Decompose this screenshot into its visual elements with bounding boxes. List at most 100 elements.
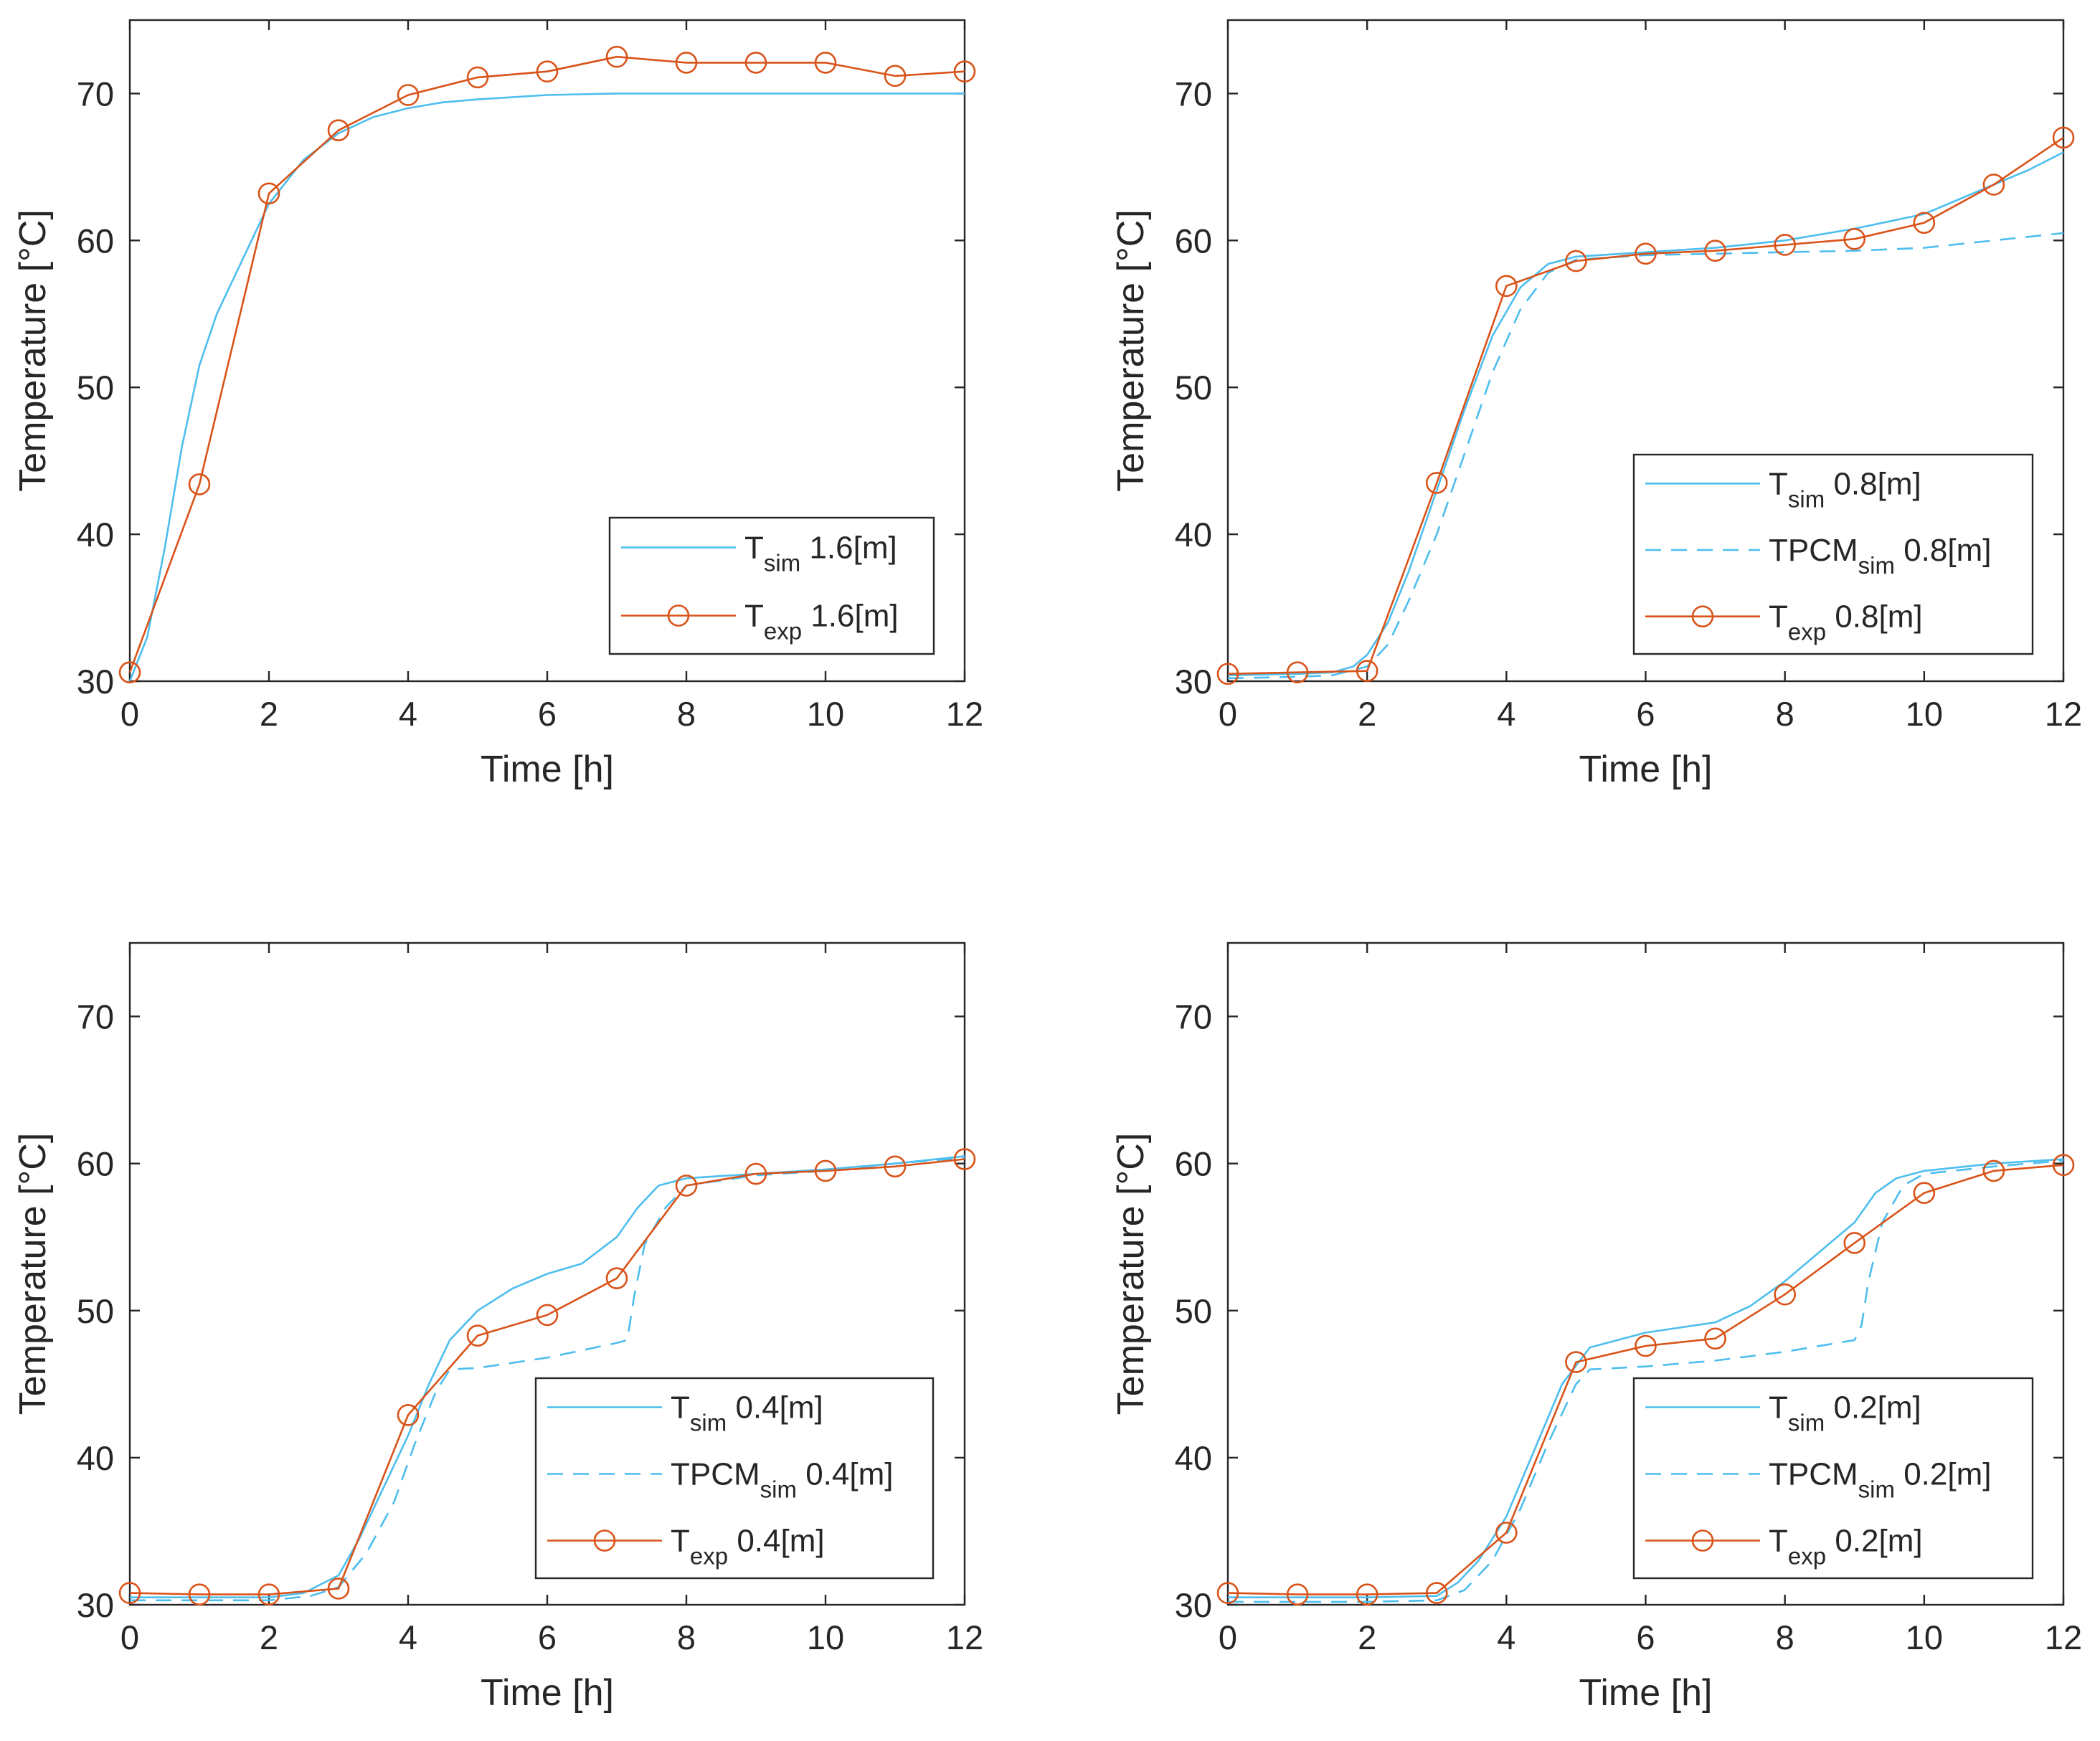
data-point xyxy=(257,182,280,205)
legend-label-rest: 0.8[m] xyxy=(1825,466,1921,501)
y-axis-label: Temperature [°C] xyxy=(1110,1133,1152,1415)
data-point xyxy=(327,1578,350,1600)
data-point xyxy=(1425,1582,1448,1604)
data-point xyxy=(1286,661,1309,684)
data-point xyxy=(1704,239,1726,262)
x-tick-label: 8 xyxy=(1776,1618,1794,1656)
data-point xyxy=(2052,126,2075,149)
chart-panel-4: 0 2 4 6 8 10 12 30 40 50 60 70 Time [h] Temperature [… xyxy=(1110,941,2082,1714)
legend-label-main: TPCM xyxy=(671,1457,760,1492)
x-tick-label: 4 xyxy=(1497,695,1515,733)
x-tick-label: 8 xyxy=(677,695,696,733)
y-tick-label: 40 xyxy=(77,516,114,554)
x-tick-label: 10 xyxy=(807,1618,844,1656)
x-tick-label: 2 xyxy=(1358,695,1376,733)
legend-label-subscript: sim xyxy=(764,550,800,577)
legend-label-main: T xyxy=(744,531,764,566)
data-point xyxy=(327,119,350,141)
data-point xyxy=(1565,250,1587,272)
data-point xyxy=(884,1155,907,1178)
legend: Tsim 0.4[m]TPCMsim 0.4[m]Texp 0.4[m] xyxy=(534,1377,935,1580)
legend-label-rest: 0.2[m] xyxy=(1895,1457,1992,1492)
legend-label-subscript: exp xyxy=(764,618,802,645)
x-tick-label: 0 xyxy=(120,1618,139,1656)
series-line-t-exp xyxy=(129,1158,965,1595)
series-line-t-exp xyxy=(1227,136,2064,675)
x-tick-label: 0 xyxy=(1219,1618,1237,1656)
x-tick-label: 6 xyxy=(1636,1618,1655,1656)
x-tick-label: 12 xyxy=(2045,1618,2082,1656)
data-point xyxy=(1356,660,1378,682)
data-point xyxy=(1774,234,1796,256)
y-tick-label: 60 xyxy=(77,222,114,260)
data-point xyxy=(536,1304,559,1327)
y-tick-label: 70 xyxy=(1175,998,1212,1036)
x-tick-label: 0 xyxy=(120,695,139,733)
data-point xyxy=(466,66,489,89)
legend-label: Texp 0.2[m] xyxy=(1769,1524,1923,1570)
legend-label: Tsim 0.2[m] xyxy=(1769,1390,1921,1436)
data-point xyxy=(188,1583,211,1605)
data-point xyxy=(744,1162,767,1185)
y-tick-label: 70 xyxy=(77,998,114,1036)
data-point xyxy=(1495,275,1518,298)
chart-panel-3: 0 2 4 6 8 10 12 30 40 50 60 70 Time [h] Temperature [… xyxy=(12,941,983,1714)
series-line-t-exp xyxy=(1227,1164,2064,1595)
y-tick-label: 40 xyxy=(1175,516,1212,554)
legend-label-subscript: exp xyxy=(1788,1543,1826,1570)
data-point xyxy=(675,52,698,74)
x-axis-label: Time [h] xyxy=(481,749,614,790)
legend-label: Tsim 0.4[m] xyxy=(671,1390,823,1436)
data-point xyxy=(536,60,559,83)
y-tick-label: 70 xyxy=(77,75,114,113)
legend-label-main: T xyxy=(671,1524,690,1559)
x-tick-label: 6 xyxy=(1636,695,1655,733)
data-point xyxy=(2052,1154,2075,1177)
y-tick-label: 30 xyxy=(1175,663,1212,701)
data-point xyxy=(744,52,767,74)
x-axis-label: Time [h] xyxy=(481,1672,614,1714)
legend-label-subscript: exp xyxy=(690,1543,728,1570)
data-point xyxy=(884,65,907,87)
x-tick-label: 4 xyxy=(1497,1618,1515,1656)
legend-label: Tsim 0.8[m] xyxy=(1769,466,1921,512)
x-tick-label: 6 xyxy=(538,1618,557,1656)
x-tick-label: 10 xyxy=(1906,1618,1943,1656)
legend-label: Texp 1.6[m] xyxy=(744,599,899,645)
data-point xyxy=(188,473,211,495)
data-point xyxy=(1216,1582,1239,1604)
data-point xyxy=(1774,1283,1796,1306)
data-point xyxy=(1286,1583,1309,1605)
data-point xyxy=(605,45,628,68)
legend-box xyxy=(1632,453,2034,655)
legend-label-main: T xyxy=(1769,599,1788,635)
x-tick-label: 8 xyxy=(677,1618,696,1656)
x-tick-label: 8 xyxy=(1776,695,1794,733)
legend-marker xyxy=(1691,1529,1714,1552)
legend-label: TPCMsim 0.2[m] xyxy=(1769,1457,1991,1503)
legend-label: Texp 0.8[m] xyxy=(1769,599,1923,645)
legend-label-main: T xyxy=(1769,1390,1788,1425)
y-axis-label: Temperature [°C] xyxy=(12,1133,54,1415)
y-tick-label: 40 xyxy=(1175,1439,1212,1477)
legend-box xyxy=(534,1377,935,1580)
y-axis-label: Temperature [°C] xyxy=(1110,209,1152,492)
data-point xyxy=(397,84,420,106)
data-point xyxy=(953,60,976,83)
legend: Tsim 0.2[m]TPCMsim 0.2[m]Texp 0.2[m] xyxy=(1632,1377,2034,1580)
x-tick-label: 0 xyxy=(1219,695,1237,733)
legend-label-rest: 0.8[m] xyxy=(1895,533,1992,568)
y-tick-label: 50 xyxy=(77,1292,114,1330)
series-line-tpcm-sim xyxy=(1227,232,2064,680)
y-tick-label: 30 xyxy=(1175,1586,1212,1624)
legend-label-rest: 0.4[m] xyxy=(728,1524,825,1559)
legend-label-rest: 0.2[m] xyxy=(1825,1390,1921,1425)
y-tick-label: 60 xyxy=(1175,1145,1212,1183)
data-point xyxy=(466,1324,489,1347)
y-tick-label: 60 xyxy=(1175,222,1212,260)
data-point xyxy=(1495,1522,1518,1544)
data-point xyxy=(1843,227,1866,250)
legend-label-subscript: sim xyxy=(1788,1410,1825,1436)
legend-label-rest: 0.4[m] xyxy=(727,1390,823,1425)
